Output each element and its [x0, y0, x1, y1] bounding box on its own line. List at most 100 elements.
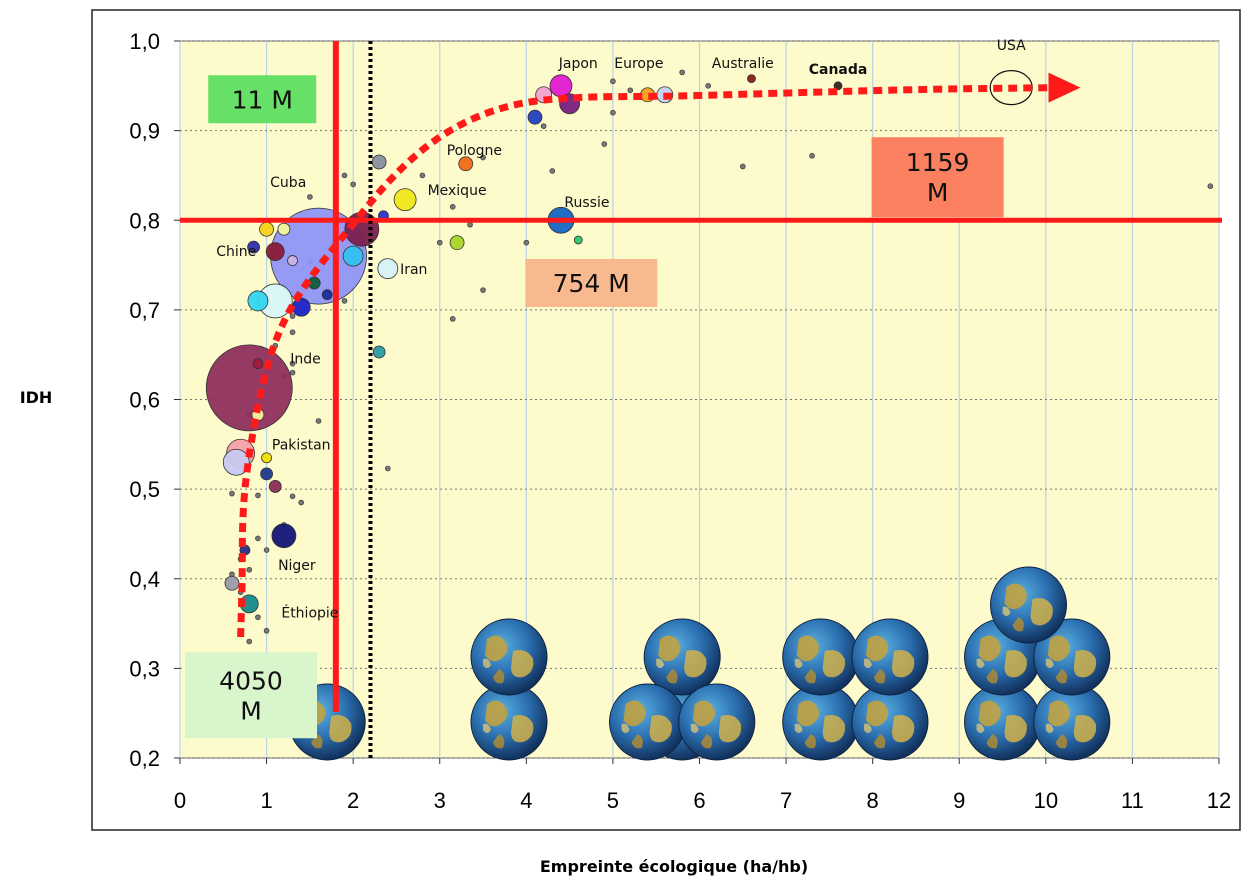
country-label-mexique: Mexique — [428, 183, 487, 199]
small-dot-34 — [289, 493, 296, 500]
trend-curve — [237, 72, 1081, 638]
small-dot-12 — [549, 168, 556, 174]
country-label-australie: Australie — [712, 56, 774, 72]
bubble-15 — [371, 154, 387, 170]
y-tick-labels: 0,2 0,3 0,4 0,5 0,6 0,7 0,8 0,9 1,0 — [129, 29, 180, 771]
small-dot-47 — [341, 298, 348, 304]
small-dot-33 — [255, 492, 261, 499]
small-dot-19 — [739, 163, 746, 170]
small-dot-17 — [679, 69, 685, 76]
small-dot-10 — [523, 239, 530, 246]
earth-globes — [288, 566, 1111, 761]
population-box-text-1-0: 1159 — [906, 148, 970, 177]
y-axis-title: IDH — [20, 388, 53, 407]
x-axis-title: Empreinte écologique (ha/hb) — [540, 857, 808, 876]
x-tick-9: 9 — [953, 788, 965, 813]
bubble-34 — [261, 452, 272, 464]
x-tick-7: 7 — [780, 788, 792, 813]
bubble-13 — [342, 245, 364, 267]
bubble-37 — [271, 523, 297, 549]
population-box-text-3-1: M — [240, 696, 262, 725]
small-dot-1 — [341, 172, 348, 179]
small-dot-6 — [480, 154, 486, 161]
x-tick-12: 12 — [1207, 788, 1231, 813]
y-tick-1,0: 1,0 — [129, 29, 160, 54]
earth-globe-3-0 — [782, 683, 860, 761]
earth-globe-6-0 — [1033, 683, 1111, 761]
bubble-39 — [224, 575, 240, 591]
population-box-1 — [871, 137, 1004, 218]
country-label-pakistan: Pakistan — [272, 438, 331, 454]
bubble-30 — [372, 345, 386, 359]
small-dot-25 — [289, 329, 296, 336]
small-dot-11 — [540, 123, 547, 129]
country-label-chine: Chine — [216, 244, 256, 260]
population-box-text-0-0: 11 M — [232, 85, 293, 114]
small-dot-3 — [419, 172, 426, 179]
small-dot-32 — [229, 490, 235, 497]
small-dot-13 — [601, 141, 608, 147]
small-dot-8 — [449, 316, 456, 322]
small-dot-15 — [610, 78, 616, 85]
x-tick-11: 11 — [1121, 788, 1144, 813]
bubble-17 — [393, 188, 417, 212]
earth-globe-4-1 — [851, 618, 929, 696]
small-dot-35 — [298, 499, 305, 506]
country-label-cuba: Cuba — [270, 175, 306, 191]
bubble-19 — [449, 235, 465, 251]
population-box-text-1-1: M — [927, 178, 949, 207]
y-tick-0,3: 0,3 — [129, 656, 160, 681]
bubble-10 — [321, 289, 333, 301]
bubble-5 — [265, 242, 285, 262]
bubble-6 — [247, 240, 260, 254]
y-tick-0,5: 0,5 — [129, 477, 160, 502]
x-tick-3: 3 — [434, 788, 446, 813]
small-dot-20 — [809, 152, 815, 159]
country-label-éthiopie: Éthiopie — [281, 604, 338, 621]
small-dot-5 — [467, 221, 473, 228]
x-tick-8: 8 — [867, 788, 879, 813]
y-tick-0,7: 0,7 — [129, 298, 160, 323]
trend-arrowhead — [1048, 72, 1081, 103]
bubble-29 — [833, 81, 843, 91]
small-dot-0 — [307, 194, 313, 200]
y-tick-0,4: 0,4 — [129, 567, 160, 592]
earth-globe-2-1 — [643, 618, 721, 696]
small-dot-43 — [263, 627, 270, 634]
earth-globe-1-1 — [470, 618, 548, 696]
country-label-europe: Europe — [614, 56, 663, 72]
y-tick-0,2: 0,2 — [129, 746, 160, 771]
earth-globe-8-0 — [609, 683, 687, 761]
small-dot-37 — [263, 547, 270, 553]
bubble-14 — [377, 258, 399, 280]
x-tick-0: 0 — [174, 788, 186, 813]
country-label-russie: Russie — [564, 195, 609, 211]
country-label-japon: Japon — [558, 56, 598, 72]
small-dot-29 — [289, 369, 296, 376]
earth-globe-7-top — [990, 566, 1068, 644]
country-label-niger: Niger — [278, 558, 316, 574]
country-label-pologne: Pologne — [447, 143, 502, 159]
x-tick-2: 2 — [347, 788, 359, 813]
x-tick-5: 5 — [607, 788, 619, 813]
bubble-28 — [747, 74, 756, 84]
bubble-32 — [222, 448, 250, 476]
bubble-25 — [527, 109, 543, 125]
x-tick-labels: 0 1 2 3 4 5 6 7 8 9 10 11 12 — [174, 758, 1231, 813]
population-box-0 — [208, 75, 317, 124]
x-tick-1: 1 — [260, 788, 272, 813]
bubble-8 — [277, 222, 291, 236]
bubble-41 — [252, 358, 264, 370]
x-tick-10: 10 — [1034, 788, 1058, 813]
small-dot-21 — [1207, 183, 1214, 189]
country-bubbles — [205, 74, 843, 614]
small-dot-22 — [384, 465, 391, 472]
small-dot-4 — [449, 204, 456, 210]
small-dot-9 — [480, 287, 486, 293]
country-label-inde: Inde — [290, 352, 321, 368]
small-dot-18 — [705, 83, 711, 89]
earth-globe-4-0 — [851, 683, 929, 761]
x-tick-6: 6 — [693, 788, 705, 813]
earth-globe-9-0 — [678, 683, 756, 761]
